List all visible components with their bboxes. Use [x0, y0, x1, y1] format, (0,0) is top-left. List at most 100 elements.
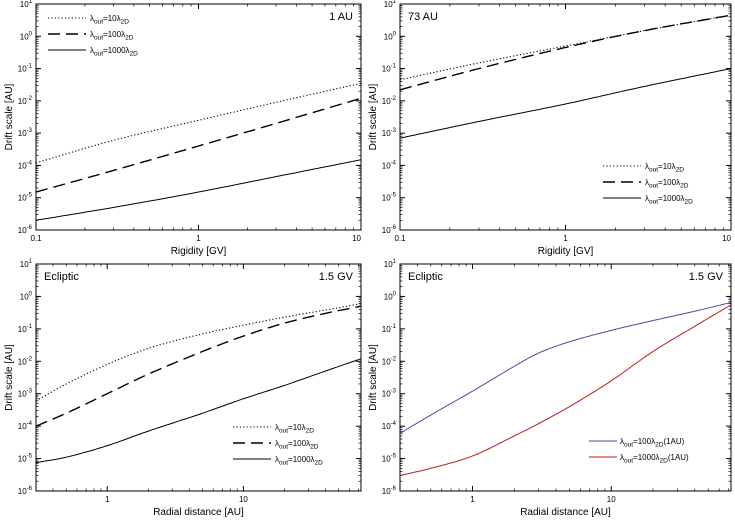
series-group — [36, 82, 361, 221]
series-line-3 — [36, 358, 361, 464]
legend-entry-1: λout=10λ2D — [603, 162, 684, 174]
y-tick-label: 10-3 — [18, 128, 33, 138]
legend-label: λout=1000λ2D — [645, 194, 693, 206]
y-axis-label: Drift scale [AU] — [368, 344, 379, 411]
legend-entry-3: λout=1000λ2D — [603, 194, 693, 206]
legend-label: λout=10λ2D — [90, 14, 129, 26]
y-axis-label: Drift scale [AU] — [368, 83, 379, 150]
legend-label: λout=100λ2D — [90, 30, 134, 42]
series-line-3 — [36, 159, 361, 221]
legend-entry-1: λout=10λ2D — [233, 423, 314, 435]
series-group — [400, 14, 731, 139]
y-tick-label: 10-3 — [18, 389, 33, 399]
y-tick-label: 10-5 — [18, 193, 33, 203]
panel-annotation-right: 1 AU — [329, 11, 353, 23]
y-tick-label: 10-3 — [382, 128, 397, 138]
y-tick-label: 10-6 — [382, 225, 397, 235]
y-tick-label: 100 — [20, 31, 33, 41]
y-tick-label: 10-2 — [382, 356, 397, 366]
y-tick-label: 10-5 — [18, 454, 33, 464]
y-tick-label: 100 — [20, 291, 33, 301]
y-axis-label: Drift scale [AU] — [4, 344, 15, 411]
chart-panel-bottom-left: 10-6 10-5 10-4 10-3 10-2 10-1 100 101 1 10 Radial … — [4, 259, 362, 518]
y-tick-label: 101 — [20, 0, 33, 9]
panel-annotation-left: Ecliptic — [44, 271, 79, 283]
panel-annotation-left: 73 AU — [408, 11, 438, 23]
legend-label: λout=1000λ2D — [90, 46, 138, 58]
y-tick-label: 100 — [384, 31, 397, 41]
y-tick-label: 10-6 — [18, 486, 33, 496]
legend: λout=10λ2D λout=100λ2D λout=1000λ2D — [48, 14, 138, 58]
legend-entry-1: λout=100λ2D(1AU) — [589, 437, 685, 449]
y-tick-label: 10-4 — [382, 160, 397, 170]
x-tick-label: 0.1 — [30, 234, 42, 243]
series-line-2 — [400, 304, 731, 476]
panel-annotation-right: 1.5 GV — [689, 271, 724, 283]
legend-entry-3: λout=1000λ2D — [48, 46, 138, 58]
panel-annotation-left: Ecliptic — [408, 271, 443, 283]
series-line-2 — [36, 97, 361, 193]
chart-panel-top-left: 10-6 10-5 10-4 10-3 10-2 10-1 100 101 0.1 1 10 Rigi… — [4, 0, 362, 257]
plot-frame — [35, 263, 362, 492]
legend-entry-2: λout=100λ2D — [233, 439, 319, 451]
legend-label: λout=100λ2D — [275, 439, 319, 451]
chart-panel-bottom-right: 10-6 10-5 10-4 10-3 10-2 10-1 100 101 1 10 Radial … — [368, 259, 732, 518]
y-tick-label: 10-1 — [382, 324, 397, 334]
y-tick-label: 10-2 — [18, 356, 33, 366]
x-axis-label: Rigidity [GV] — [538, 246, 594, 257]
y-axis-label: Drift scale [AU] — [4, 83, 15, 150]
x-tick-label: 1 — [196, 234, 201, 243]
y-tick-label: 10-6 — [18, 225, 33, 235]
legend-entry-2: λout=100λ2D — [48, 30, 134, 42]
legend-entry-2: λout=100λ2D — [603, 178, 689, 190]
series-line-3 — [400, 68, 731, 139]
legend-entry-2: λout=1000λ2D(1AU) — [589, 453, 689, 465]
series-line-2 — [400, 14, 731, 91]
x-tick-label: 1 — [563, 234, 568, 243]
legend-label: λout=1000λ2D — [275, 455, 323, 467]
panel-annotation-right: 1.5 GV — [319, 271, 354, 283]
y-tick-label: 10-1 — [18, 64, 33, 74]
series-line-1 — [36, 303, 361, 402]
x-tick-label: 1 — [470, 495, 475, 504]
legend: λout=10λ2D λout=100λ2D λout=1000λ2D — [603, 162, 693, 206]
x-tick-label: 10 — [722, 234, 731, 243]
y-tick-label: 101 — [20, 259, 33, 269]
y-tick-label: 100 — [384, 291, 397, 301]
y-tick-label: 10-4 — [382, 421, 397, 431]
x-tick-label: 10 — [352, 234, 361, 243]
x-axis-label: Radial distance [AU] — [520, 507, 611, 518]
y-tick-label: 101 — [384, 259, 397, 269]
y-tick-label: 101 — [384, 0, 397, 9]
y-tick-label: 10-2 — [382, 96, 397, 106]
y-tick-label: 10-4 — [18, 421, 33, 431]
legend-label: λout=100λ2D(1AU) — [620, 437, 685, 449]
series-group — [400, 302, 731, 476]
legend-label: λout=1000λ2D(1AU) — [620, 453, 689, 465]
chart-panel-top-right: 10-6 10-5 10-4 10-3 10-2 10-1 100 101 0.1 1 10 Rigi… — [368, 0, 732, 257]
x-axis-label: Radial distance [AU] — [153, 507, 244, 518]
legend-label: λout=100λ2D — [645, 178, 689, 190]
series-line-2 — [36, 305, 361, 427]
y-tick-label: 10-2 — [18, 96, 33, 106]
legend: λout=10λ2D λout=100λ2D λout=1000λ2D — [233, 423, 323, 467]
y-tick-label: 10-6 — [382, 486, 397, 496]
y-tick-label: 10-5 — [382, 454, 397, 464]
y-tick-label: 10-3 — [382, 389, 397, 399]
x-tick-label: 10 — [239, 495, 248, 504]
series-group — [36, 303, 361, 464]
plot-frame — [35, 3, 362, 231]
x-axis-label: Rigidity [GV] — [171, 246, 227, 257]
y-tick-label: 10-5 — [382, 193, 397, 203]
series-line-1 — [400, 302, 731, 434]
legend-label: λout=10λ2D — [645, 162, 684, 174]
legend-entry-3: λout=1000λ2D — [233, 455, 323, 467]
x-tick-label: 10 — [607, 495, 616, 504]
legend-entry-1: λout=10λ2D — [48, 14, 129, 26]
x-tick-label: 1 — [105, 495, 110, 504]
y-tick-label: 10-1 — [18, 324, 33, 334]
plot-frame — [399, 263, 732, 492]
legend-label: λout=10λ2D — [275, 423, 314, 435]
y-tick-label: 10-4 — [18, 160, 33, 170]
